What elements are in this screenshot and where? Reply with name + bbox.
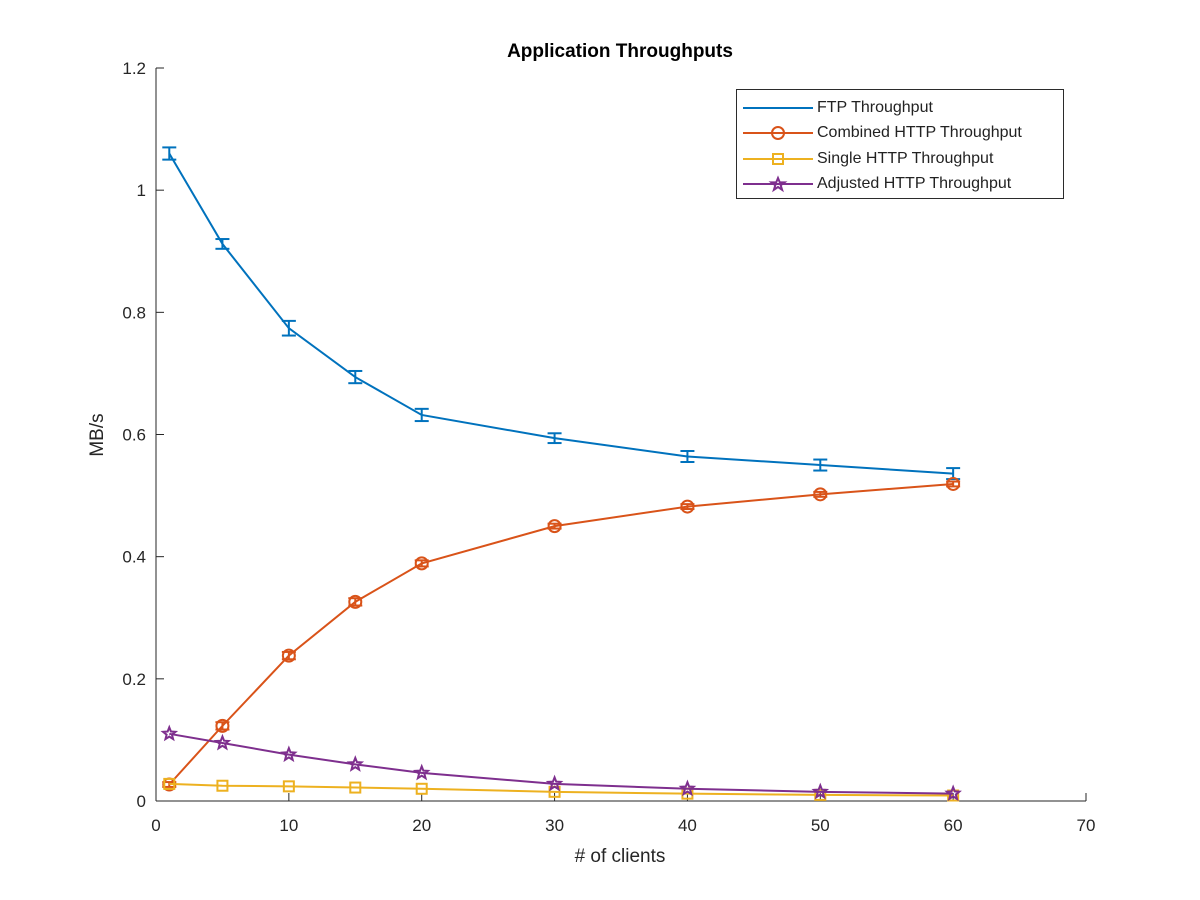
- legend-swatch-single-http: [743, 153, 813, 165]
- x-tick-label: 70: [1077, 816, 1096, 835]
- data-point: [213, 733, 232, 751]
- legend-swatch-adjusted-http: [743, 175, 813, 193]
- y-tick-label: 0.2: [122, 670, 146, 689]
- data-point: [680, 499, 695, 514]
- data-point: [282, 780, 295, 793]
- data-point: [415, 782, 428, 795]
- data-point: [414, 556, 429, 571]
- y-tick-label: 0.4: [122, 548, 146, 567]
- chart-title: Application Throughputs: [507, 41, 733, 62]
- data-point: [163, 777, 176, 790]
- data-point: [944, 784, 962, 802]
- data-point: [947, 789, 960, 802]
- data-point: [678, 779, 697, 797]
- legend-swatch-combined-http: [743, 126, 813, 140]
- data-point: [811, 782, 830, 800]
- data-point: [280, 745, 298, 763]
- data-point: [547, 519, 562, 534]
- data-point: [946, 476, 961, 491]
- y-tick-label: 0: [137, 792, 146, 811]
- series-line: [168, 153, 954, 475]
- data-point: [814, 788, 827, 801]
- x-tick-label: 30: [545, 816, 564, 835]
- data-point: [348, 594, 363, 609]
- legend-label-combined-http: Combined HTTP Throughput: [817, 124, 1022, 141]
- legend-entry-single-http: Single HTTP Throughput: [737, 146, 1065, 172]
- x-tick-label: 60: [944, 816, 963, 835]
- y-tick-label: 0.6: [122, 426, 146, 445]
- legend-label-adjusted-http: Adjusted HTTP Throughput: [817, 175, 1012, 192]
- series-3: [160, 724, 962, 802]
- y-axis-label: MB/s: [87, 413, 108, 456]
- data-point: [545, 774, 564, 792]
- y-tick-label: 0.8: [122, 303, 146, 322]
- legend-label-ftp: FTP Throughput: [817, 99, 933, 116]
- y-tick-label: 1: [137, 181, 146, 200]
- legend: FTP Throughput Combined HTTP Throughput …: [736, 89, 1064, 199]
- data-point: [216, 779, 229, 792]
- x-tick-label: 10: [279, 816, 298, 835]
- data-point: [412, 763, 431, 781]
- plot-area: [160, 146, 962, 802]
- x-tick-label: 0: [151, 816, 160, 835]
- legend-entry-adjusted-http: Adjusted HTTP Throughput: [737, 171, 1065, 197]
- data-point: [160, 724, 179, 742]
- legend-entry-combined-http: Combined HTTP Throughput: [737, 120, 1065, 146]
- x-tick-label: 40: [678, 816, 697, 835]
- series-line: [169, 782, 954, 797]
- y-tick-label: 1.2: [122, 59, 146, 78]
- legend-swatch-ftp: [743, 107, 813, 109]
- data-point: [349, 781, 362, 794]
- x-axis-label: # of clients: [575, 846, 666, 867]
- data-point: [215, 718, 230, 733]
- data-point: [281, 648, 296, 663]
- x-tick-label: 20: [412, 816, 431, 835]
- legend-label-single-http: Single HTTP Throughput: [817, 150, 994, 167]
- x-tick-label: 50: [811, 816, 830, 835]
- axes: 0 10 20 30 40 50 60 70 0 0.2 0.4 0.6 0.8 1 1.2: [122, 59, 1095, 835]
- data-point: [346, 755, 365, 772]
- series-line: [169, 732, 954, 795]
- legend-entry-ftp: FTP Throughput: [737, 95, 1065, 121]
- series-1: [162, 476, 961, 792]
- data-point: [813, 487, 828, 502]
